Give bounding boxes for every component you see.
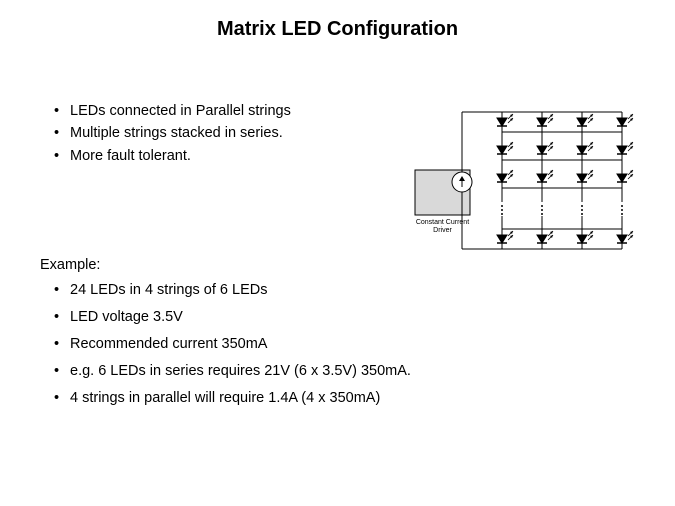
page-title: Matrix LED Configuration xyxy=(0,0,675,41)
list-item: Recommended current 350mA xyxy=(40,331,655,358)
led-matrix-diagram: Constant CurrentDriver xyxy=(407,100,657,280)
svg-text:Driver: Driver xyxy=(433,227,452,234)
list-item: e.g. 6 LEDs in series requires 21V (6 x … xyxy=(40,358,655,385)
list-item: 24 LEDs in 4 strings of 6 LEDs xyxy=(40,277,655,304)
list-item: 4 strings in parallel will require 1.4A … xyxy=(40,385,655,412)
example-bullet-list: 24 LEDs in 4 strings of 6 LEDs LED volta… xyxy=(40,277,655,411)
svg-text:Constant Current: Constant Current xyxy=(416,219,469,226)
list-item: LED voltage 3.5V xyxy=(40,304,655,331)
